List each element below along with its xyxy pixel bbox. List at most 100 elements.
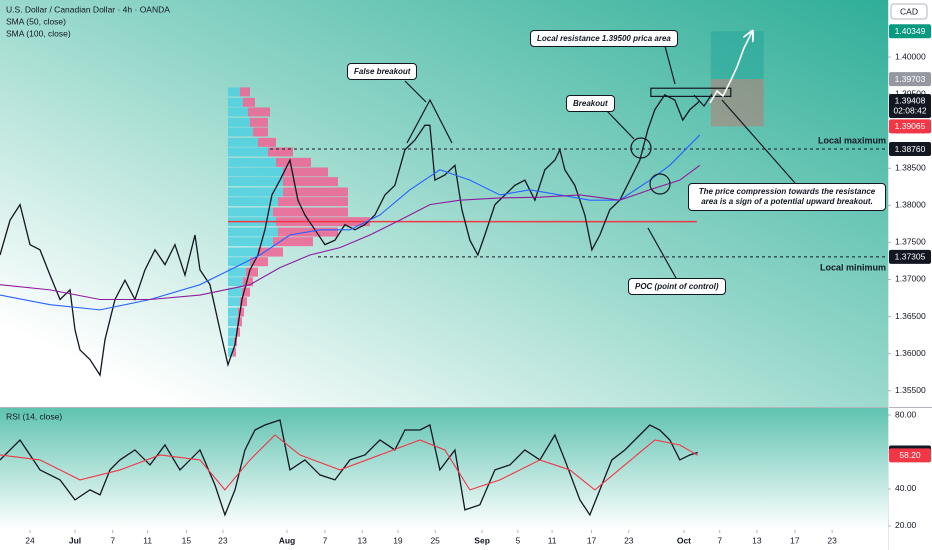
series-line (0, 419, 698, 517)
x-tick-label: Aug (279, 535, 296, 545)
x-tick-label: 25 (430, 535, 440, 545)
x-tick-label: Sep (474, 535, 490, 545)
compression-mark (693, 93, 713, 107)
level-name: Local maximum (818, 135, 886, 145)
profile-down-bar (239, 297, 247, 307)
profile-up-bar (227, 337, 234, 347)
x-tick-label: 11 (143, 535, 152, 545)
stop-badge: 1.39065 (895, 121, 926, 131)
y-tick-label: 1.39500 (895, 88, 926, 98)
legend-entry: RSI (14, close) (6, 411, 62, 421)
profile-down-bar (236, 317, 242, 327)
callout-pointer (404, 80, 427, 103)
profile-up-bar (227, 157, 276, 167)
profile-down-bar (235, 327, 240, 337)
profile-up-bar (227, 187, 283, 197)
profile-up-bar (227, 127, 253, 137)
profile-down-bar (272, 237, 313, 247)
annotation: The price compression towards the resist… (688, 183, 886, 211)
profile-down-bar (282, 187, 348, 197)
legend-entry: SMA (50, close) (6, 16, 66, 26)
profile-down-bar (232, 347, 236, 357)
x-tick-label: 17 (790, 535, 800, 545)
profile-down-bar (242, 97, 255, 107)
profile-up-bar (227, 147, 268, 157)
x-tick-label: 19 (393, 535, 403, 545)
profile-down-bar (241, 287, 250, 297)
profile-up-bar (227, 177, 283, 187)
level-name: Local minimum (820, 262, 886, 272)
level-badge: 1.37305 (895, 252, 926, 262)
y-tick-label: 80.00 (895, 409, 917, 419)
x-tick-label: 24 (25, 535, 35, 545)
currency: CAD (900, 6, 918, 16)
target-badge-bg (889, 24, 931, 39)
profile-up-bar (227, 297, 240, 307)
x-tick-label: 5 (515, 535, 520, 545)
x-tick-label: 7 (717, 535, 722, 545)
y-tick-label: 40.00 (895, 483, 917, 493)
level-badge-bg (889, 249, 931, 264)
profile-down-bar (239, 87, 250, 97)
profile-up-bar (227, 197, 278, 207)
callout-pointer (664, 45, 676, 85)
x-tick-label: 17 (587, 535, 597, 545)
profile-up-bar (227, 107, 248, 117)
profile-up-bar (227, 237, 273, 247)
y-tick-label: 1.38500 (895, 163, 926, 173)
x-tick-label: Jul (69, 535, 81, 545)
profile-down-bar (247, 107, 270, 117)
profile-up-bar (227, 137, 258, 147)
legend-entry: SMA (100, close) (6, 28, 71, 38)
profile-up-bar (227, 167, 283, 177)
series-line (0, 434, 699, 491)
breakout-circle (630, 137, 652, 159)
profile-down-bar (275, 157, 311, 167)
annotation: False breakout (347, 63, 418, 80)
y-tick-label: 1.36000 (895, 348, 926, 358)
x-tick-label: 23 (218, 535, 228, 545)
profile-down-bar (282, 177, 338, 187)
stop-zone (710, 79, 764, 127)
profile-up-bar (227, 327, 236, 337)
y-tick-label: 1.38000 (895, 200, 926, 210)
last-price: 1.39408 (895, 96, 926, 106)
x-tick-label: 11 (548, 535, 557, 545)
profile-down-bar (277, 197, 348, 207)
false-breakout-wedge (406, 98, 453, 144)
legend-entry: U.S. Dollar / Canadian Dollar · 4h · OAN… (6, 4, 170, 14)
profile-down-bar (257, 247, 283, 257)
rsi-value-badge-bg (889, 448, 931, 463)
projection-arrow (709, 32, 752, 104)
last-price-bg (889, 93, 931, 118)
x-tick-label: 23 (827, 535, 837, 545)
rsi-value-badge: 58.20 (899, 450, 921, 460)
resistance-label: Local resistance 1.39500 prica area (530, 30, 678, 47)
profile-up-bar (227, 87, 240, 97)
y-tick-label: 1.37500 (895, 237, 926, 247)
countdown: 02:08:42 (893, 106, 926, 116)
profile-down-bar (249, 117, 268, 127)
x-tick-label: 13 (752, 535, 762, 545)
x-tick-label: Oct (677, 535, 691, 545)
x-tick-label: 7 (110, 535, 115, 545)
entry-badge: 1.39703 (895, 74, 926, 84)
profile-up-bar (227, 97, 243, 107)
sma-cross-circle (649, 173, 671, 195)
profile-up-bar (227, 247, 258, 257)
profile-down-bar (272, 207, 348, 217)
resistance-box (650, 87, 732, 97)
profile-down-bar (257, 137, 276, 147)
series-line (0, 94, 701, 377)
profile-up-bar (227, 207, 273, 217)
target-badge: 1.40349 (895, 26, 926, 36)
entry-badge-bg (889, 72, 931, 87)
y-tick-label: 1.40000 (895, 51, 926, 61)
x-tick-label: 7 (323, 535, 328, 545)
profile-up-bar (227, 117, 250, 127)
annotation: Breakout (566, 95, 615, 112)
profile-down-bar (237, 307, 244, 317)
profile-up-bar (227, 277, 243, 287)
